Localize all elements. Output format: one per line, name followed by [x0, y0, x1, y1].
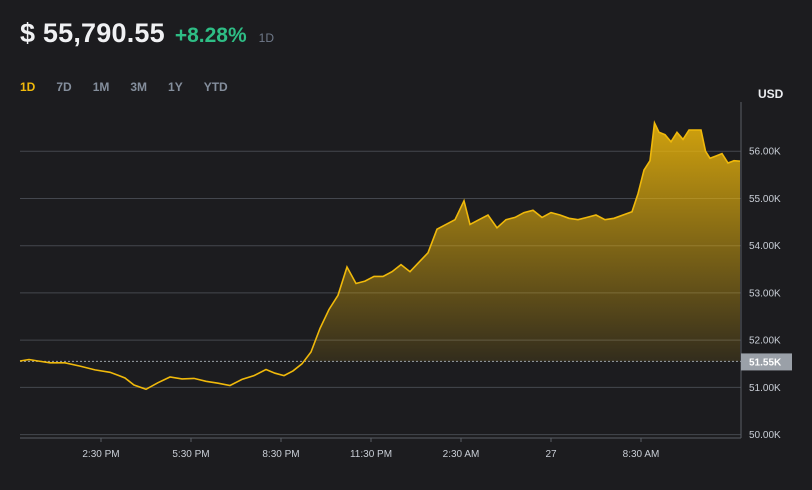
price-line [19, 120, 741, 391]
y-tick-label: 51.00K [749, 383, 781, 394]
tab-3m[interactable]: 3M [130, 80, 148, 94]
current-price: $ 55,790.55 [20, 18, 165, 48]
price-area-fill [20, 122, 740, 362]
x-tick-label: 2:30 PM [82, 449, 119, 460]
x-axis-labels: 2:30 PM 5:30 PM 8:30 PM 11:30 PM 2:30 AM 27 8:… [82, 438, 659, 460]
x-tick-label: 5:30 PM [172, 449, 209, 460]
y-axis-labels: 50.00K 51.00K 52.00K 53.00K 54.00K 55.00K 56.0… [749, 147, 781, 441]
y-tick-label: 53.00K [749, 288, 781, 299]
y-tick-label: 54.00K [749, 241, 781, 252]
tab-1m[interactable]: 1M [92, 80, 110, 94]
reference-badge-bg [741, 353, 792, 371]
y-tick-label: 55.00K [749, 194, 781, 205]
reference-badge: 51.55K [741, 353, 792, 371]
tab-ytd[interactable]: YTD [203, 80, 228, 94]
tab-7d[interactable]: 7D [56, 80, 72, 94]
y-tick-label: 52.00K [749, 336, 781, 347]
x-tick-label: 2:30 AM [443, 449, 480, 460]
timeframe-tabs: 1D 7D 1M 3M 1Y YTD [20, 80, 249, 94]
x-tick-label: 8:30 PM [262, 449, 299, 460]
x-tick-label: 8:30 AM [623, 449, 660, 460]
currency-label: USD [758, 87, 784, 101]
price-change: +8.28% [174, 24, 247, 47]
x-tick-label: 11:30 PM [350, 449, 392, 460]
tab-1d[interactable]: 1D [20, 80, 36, 94]
tab-1y[interactable]: 1Y [168, 80, 183, 94]
reference-badge-label: 51.55K [749, 357, 782, 368]
price-header: $ 55,790.55 +8.28% 1D [20, 18, 274, 49]
period-tag: 1D [258, 31, 274, 45]
y-tick-label: 50.00K [749, 430, 781, 441]
y-tick-label: 56.00K [749, 147, 781, 158]
x-tick-label: 27 [545, 449, 557, 460]
